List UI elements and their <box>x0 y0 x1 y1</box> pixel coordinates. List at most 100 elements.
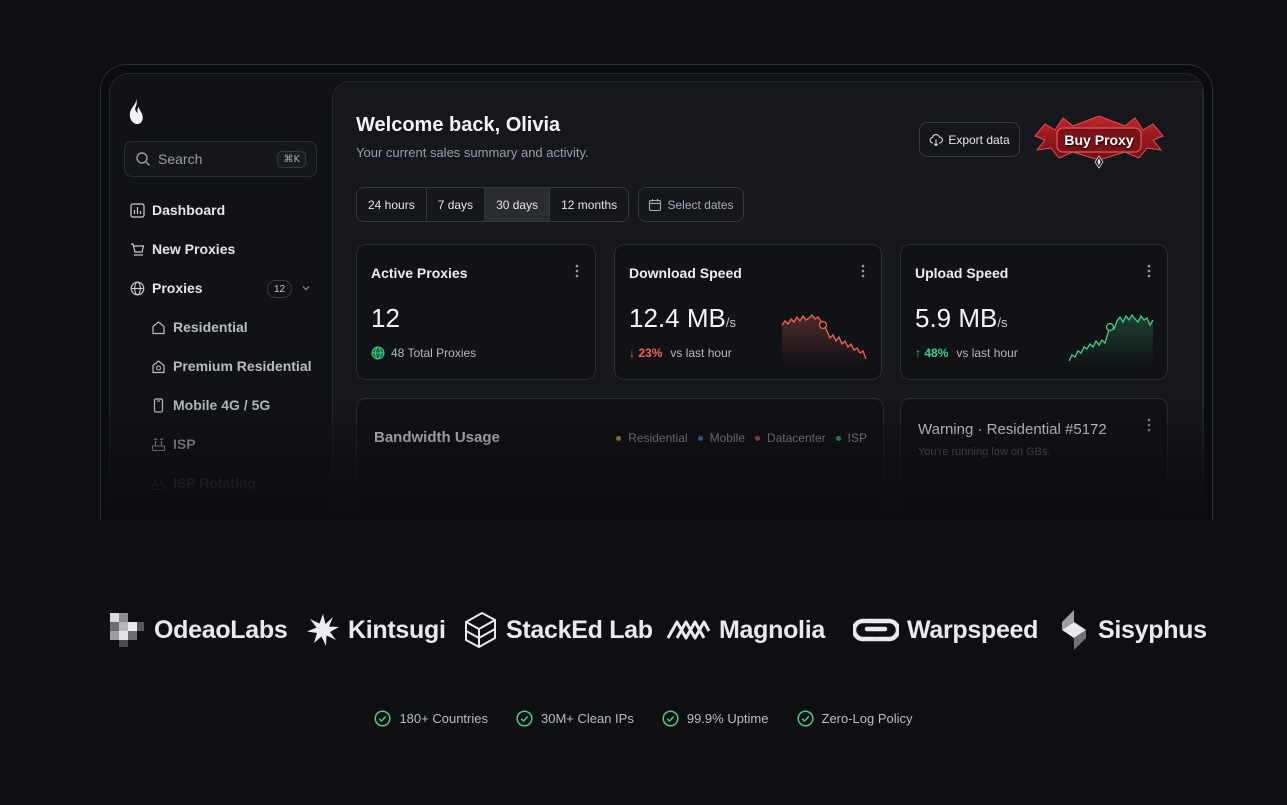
range-7-days[interactable]: 7 days <box>426 188 486 221</box>
card-title: Active Proxies <box>371 265 468 281</box>
download-speed-card: Download Speed 12.4 MB/s ↓ 23% vs last h… <box>614 244 882 380</box>
export-data-label: Export data <box>948 132 1010 147</box>
sidebar-item-label: Residential <box>173 319 248 335</box>
logo-warpspeed: Warpspeed <box>853 606 1038 654</box>
page-title: Welcome back, Olivia <box>356 114 561 136</box>
flame-logo-icon[interactable] <box>127 98 145 126</box>
range-30-days[interactable]: 30 days <box>485 188 551 221</box>
card-title: Download Speed <box>629 265 742 281</box>
logo-odeaolabs: OdeaoLabs <box>108 606 288 654</box>
sidebar-item-new-proxies[interactable]: New Proxies <box>130 238 235 260</box>
search-placeholder: Search <box>158 151 203 167</box>
feature-item: 180+ Countries <box>374 710 488 727</box>
globe-icon <box>371 346 385 360</box>
check-circle-icon <box>374 710 392 727</box>
isp-icon <box>151 438 166 451</box>
starburst-icon <box>307 614 339 646</box>
total-proxies: 48 Total Proxies <box>371 346 476 360</box>
proxies-count-badge: 12 <box>267 280 293 298</box>
sidebar: Search ⌘K Dashboard New Proxies <box>110 74 332 520</box>
sidebar-item-label: ISP <box>173 436 196 452</box>
warning-subtitle: You're running low on GBs. <box>918 446 1051 458</box>
search-input[interactable]: Search ⌘K <box>124 141 317 177</box>
logo-magnolia: Magnolia <box>665 606 825 654</box>
sidebar-item-label: New Proxies <box>152 241 236 257</box>
check-circle-icon <box>662 710 679 727</box>
sidebar-item-label: Dashboard <box>152 202 226 218</box>
premium-home-icon <box>152 359 165 373</box>
stacked-cube-icon <box>465 611 496 649</box>
warning-title: Warning · Residential #5172 <box>918 421 1107 438</box>
warp-link-icon <box>853 618 899 642</box>
sidebar-item-label: Premium Residential <box>173 358 312 374</box>
calendar-icon <box>649 198 662 211</box>
feature-list: 180+ Countries 30M+ Clean IPs 99.9% Upti… <box>0 710 1287 727</box>
sidebar-item-label: Proxies <box>152 280 203 296</box>
feature-item: 30M+ Clean IPs <box>516 710 634 727</box>
bar-chart-icon <box>130 202 145 218</box>
app-window: Search ⌘K Dashboard New Proxies <box>109 73 1204 520</box>
cart-icon <box>131 242 145 256</box>
sidebar-item-label: Mobile 4G / 5G <box>173 397 271 413</box>
feature-item: Zero-Log Policy <box>796 710 913 727</box>
main-panel: Welcome back, Olivia Your current sales … <box>332 81 1203 520</box>
check-circle-icon <box>796 710 814 727</box>
legend-datacenter: Datacenter <box>754 431 826 445</box>
card-title: Bandwidth Usage <box>374 429 500 446</box>
check-circle-icon <box>516 710 533 727</box>
mobile-icon <box>153 397 164 413</box>
legend-residential: Residential <box>616 431 688 445</box>
isp-rotating-icon <box>151 479 166 490</box>
upload-change: ↑ 48% vs last hour <box>915 346 1018 360</box>
more-options-icon[interactable] <box>1147 417 1151 433</box>
sidebar-item-premium-residential[interactable]: Premium Residential <box>151 355 312 377</box>
change-down-indicator: ↓ 23% <box>629 346 663 360</box>
warning-card: Warning · Residential #5172 You're runni… <box>900 398 1168 518</box>
upload-speed-value: 5.9 MB/s <box>915 303 1008 333</box>
chevron-down-icon[interactable] <box>300 282 312 294</box>
select-dates-label: Select dates <box>667 197 734 212</box>
sidebar-item-isp-rotating[interactable]: ISP Rotating <box>151 472 256 494</box>
cloud-download-icon <box>930 133 944 146</box>
active-proxies-card: Active Proxies 12 48 Total Proxies <box>356 244 596 380</box>
search-icon <box>136 152 150 166</box>
pixel-grid-icon <box>110 613 144 647</box>
page-subtitle: Your current sales summary and activity. <box>356 145 589 160</box>
select-dates-button[interactable]: Select dates <box>638 187 744 222</box>
range-24-hours[interactable]: 24 hours <box>357 188 427 221</box>
download-change: ↓ 23% vs last hour <box>629 346 732 360</box>
upload-sparkline <box>1068 313 1154 365</box>
more-options-icon[interactable] <box>1147 263 1151 279</box>
active-proxies-value: 12 <box>371 303 400 333</box>
sidebar-item-isp[interactable]: ISP <box>151 433 196 455</box>
logo-sisyphus: Sisyphus <box>1058 606 1207 654</box>
range-12-months[interactable]: 12 months <box>550 188 629 221</box>
upload-speed-card: Upload Speed 5.9 MB/s ↑ 48% vs last hour <box>900 244 1168 380</box>
dragon-emblem-icon <box>1034 115 1164 169</box>
sisyphus-shard-icon <box>1062 610 1086 650</box>
search-shortcut: ⌘K <box>277 150 306 168</box>
sidebar-item-proxies[interactable]: Proxies <box>130 277 203 299</box>
more-options-icon[interactable] <box>861 263 865 279</box>
card-title: Upload Speed <box>915 265 1009 281</box>
change-up-indicator: ↑ 48% <box>915 346 949 360</box>
sidebar-item-mobile[interactable]: Mobile 4G / 5G <box>151 394 270 416</box>
legend-mobile: Mobile <box>697 431 745 445</box>
download-sparkline <box>781 314 867 365</box>
sidebar-item-residential[interactable]: Residential <box>151 316 248 338</box>
bandwidth-usage-card: Bandwidth Usage Residential Mobile Datac… <box>356 398 884 518</box>
app-window-frame: Search ⌘K Dashboard New Proxies <box>100 64 1213 520</box>
partner-logos: OdeaoLabs Kintsugi StackEd Lab Magnolia … <box>108 606 1208 654</box>
logo-kintsugi: Kintsugi <box>306 606 446 654</box>
export-data-button[interactable]: Export data <box>919 122 1020 157</box>
more-options-icon[interactable] <box>575 263 579 279</box>
buy-proxy-button[interactable]: Buy Proxy <box>1029 110 1169 170</box>
feature-item: 99.9% Uptime <box>662 710 769 727</box>
logo-stacked-lab: StackEd Lab <box>462 606 653 654</box>
legend-isp: ISP <box>835 431 867 445</box>
date-range-selector: 24 hours 7 days 30 days 12 months <box>356 187 630 222</box>
download-speed-value: 12.4 MB/s <box>629 303 736 333</box>
sidebar-item-dashboard[interactable]: Dashboard <box>130 199 225 221</box>
sidebar-item-label: ISP Rotating <box>173 475 256 491</box>
home-icon <box>152 320 165 334</box>
